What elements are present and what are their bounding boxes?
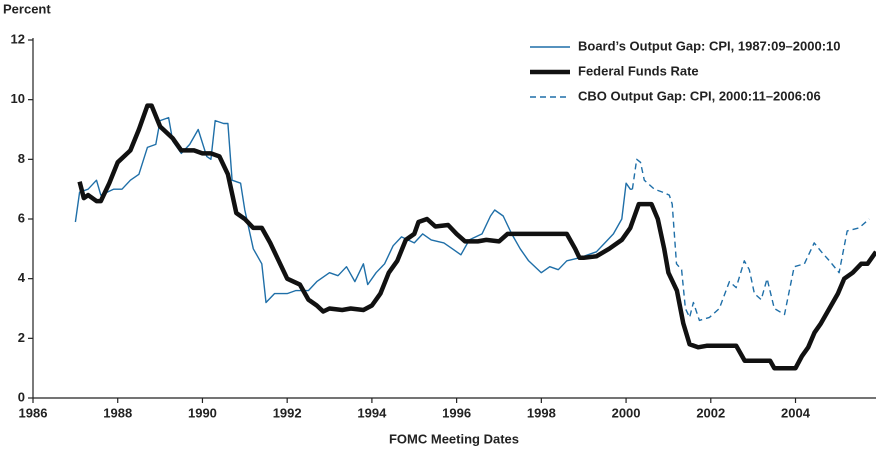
x-tick-label: 1996 xyxy=(442,405,471,420)
y-tick-label: 6 xyxy=(18,210,25,225)
legend-label: Board’s Output Gap: CPI, 1987:09–2000:10 xyxy=(578,38,841,53)
series-line xyxy=(74,116,633,304)
x-tick-label: 2004 xyxy=(781,405,811,420)
y-tick-label: 8 xyxy=(18,151,25,166)
x-tick-label: 1990 xyxy=(188,405,217,420)
y-tick-label: 2 xyxy=(18,330,25,345)
series-line xyxy=(77,103,876,371)
y-axis-label: Percent xyxy=(3,1,51,16)
x-tick-label: 1994 xyxy=(357,405,387,420)
legend-label: CBO Output Gap: CPI, 2000:11–2006:06 xyxy=(578,88,821,103)
series-line xyxy=(631,158,870,322)
x-tick-label: 2002 xyxy=(696,405,725,420)
x-tick-label: 1998 xyxy=(527,405,556,420)
legend-label: Federal Funds Rate xyxy=(578,63,699,78)
y-tick-label: 10 xyxy=(11,91,25,106)
y-tick-label: 0 xyxy=(18,389,25,404)
y-tick-label: 4 xyxy=(18,270,26,285)
x-tick-label: 1992 xyxy=(273,405,302,420)
y-tick-label: 12 xyxy=(11,31,25,46)
x-tick-label: 1986 xyxy=(19,405,48,420)
x-tick-label: 1988 xyxy=(103,405,132,420)
x-axis-label: FOMC Meeting Dates xyxy=(389,431,519,446)
x-tick-label: 2000 xyxy=(612,405,641,420)
